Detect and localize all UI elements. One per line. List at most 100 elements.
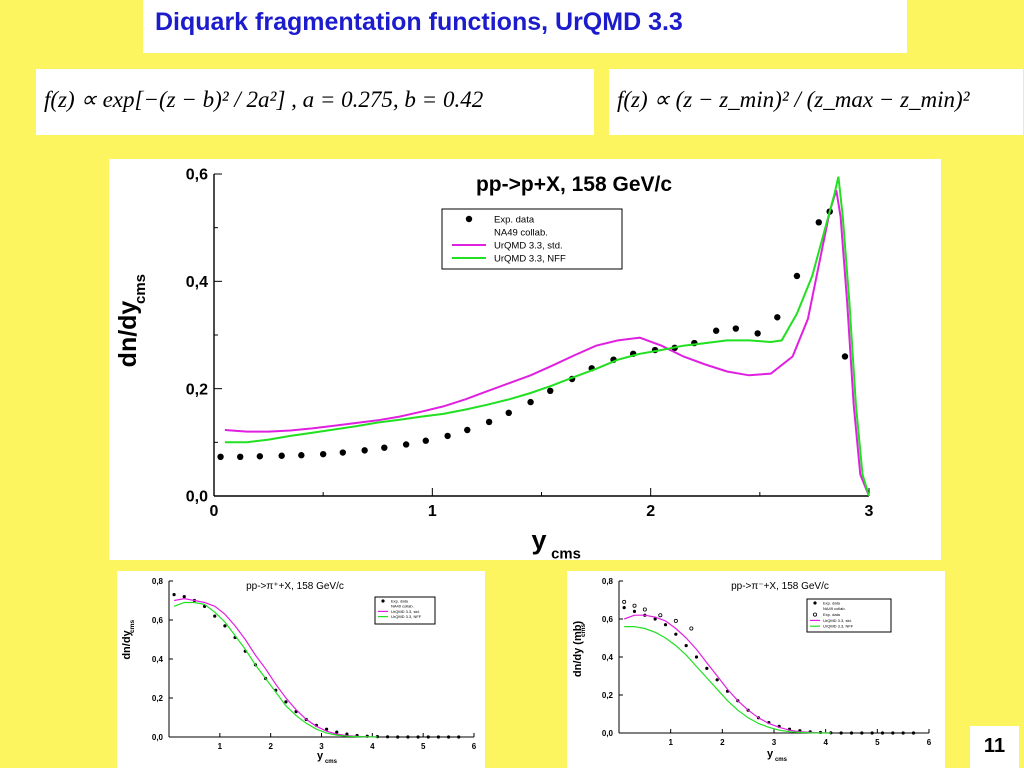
legend-box	[374, 596, 436, 625]
data-point	[298, 452, 305, 459]
title-box: Diquark fragmentation functions, UrQMD 3…	[143, 0, 907, 53]
data-point	[402, 441, 410, 448]
page-number: 11	[983, 735, 1006, 757]
x-tick-label: 5	[421, 742, 426, 751]
chart-title: pp->π⁻+X, 158 GeV/c	[731, 581, 829, 592]
data-point	[485, 418, 493, 426]
x-tick-label: 0	[210, 503, 219, 520]
x-tick-label: 4	[370, 742, 375, 751]
legend-marker-open	[812, 612, 817, 617]
data-point	[901, 731, 905, 735]
legend-marker	[465, 215, 473, 223]
x-tick-label: 2	[720, 738, 725, 747]
data-point	[911, 731, 916, 735]
x-axis-label: y	[767, 748, 774, 760]
data-point	[426, 735, 430, 739]
series-line-nff	[224, 176, 870, 497]
x-tick-label: 4	[823, 738, 828, 747]
data-point	[527, 398, 534, 406]
legend-box	[806, 598, 892, 633]
data-point	[715, 678, 719, 682]
legend-label: NA49 collab.	[494, 227, 548, 238]
data-point	[891, 731, 895, 735]
data-point	[622, 606, 626, 610]
legend-label: UrQMD 3.3, std.	[391, 609, 420, 614]
y-tick-label: 0,0	[152, 733, 164, 742]
data-point	[172, 593, 176, 597]
data-point	[237, 453, 244, 461]
data-point	[217, 453, 224, 461]
y-tick-label: 0,6	[186, 167, 208, 184]
y-tick-label: 0,0	[186, 489, 208, 506]
data-point	[444, 432, 451, 440]
data-point	[406, 735, 410, 739]
legend-label: Exp. data	[494, 214, 535, 225]
y-tick-label: 0,8	[152, 577, 164, 586]
data-point	[284, 700, 288, 704]
data-point	[422, 437, 429, 444]
page-number-box: 11	[970, 726, 1019, 768]
data-point	[829, 731, 833, 735]
data-point-open	[622, 599, 627, 604]
data-point	[674, 632, 678, 636]
data-point	[632, 609, 637, 613]
data-point	[381, 444, 388, 451]
data-point	[694, 655, 699, 659]
series-line-nff	[173, 601, 378, 738]
y-axis-label-sub: cms	[129, 619, 136, 633]
x-tick-label: 1	[668, 738, 673, 747]
small-chart-left-panel: 1 2 3 4 5 6 0,0 0,2 0,4 0,6 0,8 pp->π⁺+X, 158 GeV/c…	[117, 571, 485, 768]
x-tick-label: 2	[646, 503, 655, 520]
data-point	[841, 353, 849, 360]
data-point	[849, 731, 854, 735]
y-axis-label-sub: cms	[580, 623, 587, 637]
data-point	[839, 731, 843, 735]
x-tick-label: 6	[472, 742, 477, 751]
legend-label: NA49 collab.	[823, 606, 846, 611]
legend-marker	[381, 599, 385, 603]
data-point	[335, 730, 339, 734]
data-point	[278, 452, 285, 459]
data-point	[505, 409, 512, 417]
y-tick-label: 0,4	[186, 274, 208, 291]
legend-label: UrQMD 3.3, NFF	[494, 253, 566, 264]
y-axis-label: dn/dy (mb)	[572, 621, 584, 678]
data-point	[385, 735, 390, 739]
data-point	[860, 731, 864, 735]
y-axis-label: dn/dy	[114, 301, 142, 368]
formula-gaussian: f(z) ∝ exp[−(z − b)² / 2a²] , a = 0.275,…	[36, 69, 594, 135]
y-tick-label: 0,2	[152, 694, 164, 703]
data-point	[446, 735, 451, 739]
x-tick-label: 3	[772, 738, 777, 747]
legend-marker	[813, 601, 817, 605]
main-chart: 0 1 2 30,00,20,40,6 pp->p+X, 158 GeV/cy cmsdn…	[114, 167, 874, 560]
data-point	[182, 595, 186, 599]
small-chart-left: 1 2 3 4 5 6 0,0 0,2 0,4 0,6 0,8 pp->π⁺+X, 158 GeV/c…	[121, 577, 477, 765]
y-tick-label: 0,4	[602, 653, 614, 662]
chart-title: pp->p+X, 158 GeV/c	[476, 173, 672, 196]
data-point	[213, 614, 217, 618]
x-tick-label: 5	[875, 738, 880, 747]
series-line-std	[623, 614, 831, 734]
data-point	[416, 735, 420, 739]
data-point	[754, 330, 761, 337]
x-tick-label: 1	[428, 503, 437, 520]
formula-gaussian-text: f(z) ∝ exp[−(z − b)² / 2a²] , a = 0.275,…	[44, 87, 484, 112]
data-point	[793, 272, 801, 280]
x-axis-label: y	[531, 525, 546, 555]
data-point	[663, 623, 668, 627]
data-point	[345, 732, 349, 736]
legend-label: Exp. data	[391, 598, 409, 603]
main-chart-panel: 0 1 2 3 0,0 0,2 0,4 0,6 pp->p+X, 158 GeV/c y cms dn…	[109, 159, 941, 560]
data-point	[712, 327, 720, 334]
y-tick-label: 0,0	[602, 729, 614, 738]
y-tick-label: 0,2	[186, 381, 208, 398]
legend-label: UrQMD 3.3, NFF	[391, 614, 422, 619]
data-point	[223, 624, 227, 628]
x-axis-label-sub: cms	[325, 759, 338, 765]
data-point	[396, 735, 400, 739]
x-tick-label: 6	[927, 738, 932, 747]
data-point	[684, 644, 688, 648]
data-point	[324, 727, 329, 731]
data-point	[339, 449, 347, 456]
